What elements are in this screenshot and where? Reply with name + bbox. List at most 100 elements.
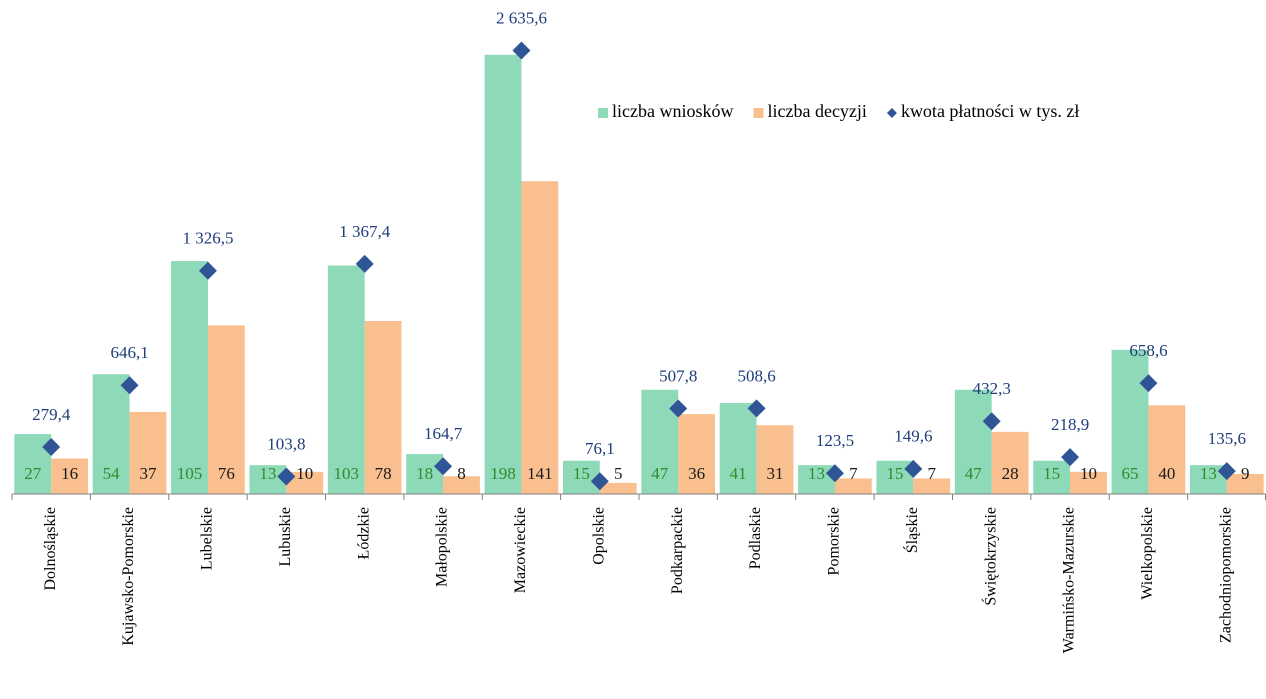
bar bbox=[14, 434, 52, 494]
bar bbox=[756, 425, 794, 494]
bar-value-label: 105 bbox=[177, 464, 203, 483]
bar bbox=[798, 465, 835, 494]
bar-value-label: 37 bbox=[139, 464, 157, 483]
marker-value-label: 507,8 bbox=[659, 366, 697, 385]
bar-value-label: 198 bbox=[490, 464, 516, 483]
bar-value-label: 9 bbox=[1241, 464, 1250, 483]
x-tick-label: Dolnośląskie bbox=[42, 507, 59, 591]
x-tick-label: Warmińsko-Mazurskie bbox=[1061, 507, 1078, 653]
bar-value-label: 10 bbox=[296, 464, 313, 483]
bar-value-label: 78 bbox=[375, 464, 392, 483]
bar bbox=[1070, 471, 1107, 494]
bar bbox=[1148, 405, 1186, 494]
bar-value-label: 41 bbox=[730, 464, 747, 483]
bar bbox=[129, 411, 167, 494]
diamond-marker bbox=[434, 457, 453, 476]
x-tick-label: Mazowieckie bbox=[512, 507, 529, 593]
marker-value-label: 1 326,5 bbox=[182, 229, 233, 248]
bar bbox=[1033, 460, 1071, 494]
bar-value-label: 7 bbox=[927, 464, 936, 483]
bar-value-label: 5 bbox=[614, 464, 623, 483]
bar-value-label: 15 bbox=[573, 464, 590, 483]
legend-swatch bbox=[753, 108, 764, 118]
marker-value-label: 149,6 bbox=[894, 427, 932, 446]
bar-value-label: 15 bbox=[886, 464, 903, 483]
bar-value-label: 15 bbox=[1043, 464, 1060, 483]
x-tick-label: Śląskie bbox=[902, 507, 921, 553]
bar bbox=[521, 181, 559, 494]
legend-label: liczba wniosków bbox=[612, 101, 733, 121]
bar-value-label: 13 bbox=[259, 464, 276, 483]
marker-value-label: 508,6 bbox=[737, 366, 775, 385]
diamond-marker bbox=[42, 437, 61, 456]
bar-value-label: 76 bbox=[218, 464, 235, 483]
marker-value-label: 432,3 bbox=[973, 379, 1011, 398]
bar bbox=[562, 460, 600, 494]
diamond-marker bbox=[355, 254, 374, 273]
bar bbox=[484, 54, 522, 495]
x-tick-label: Świętokrzyskie bbox=[980, 507, 999, 606]
diamond-marker bbox=[120, 376, 139, 395]
marker-value-label: 1 367,4 bbox=[339, 222, 391, 241]
diamond-marker bbox=[277, 467, 296, 486]
bar-value-label: 16 bbox=[61, 464, 78, 483]
marker-value-label: 646,1 bbox=[110, 343, 148, 362]
bar-value-label: 8 bbox=[457, 464, 466, 483]
x-tick-label: Małopolskie bbox=[434, 507, 451, 587]
bar-value-label: 54 bbox=[103, 464, 121, 483]
bar bbox=[364, 320, 402, 494]
bar-value-label: 10 bbox=[1080, 464, 1097, 483]
bar bbox=[207, 325, 245, 494]
marker-value-label: 658,6 bbox=[1129, 341, 1167, 360]
bar bbox=[719, 403, 757, 494]
bar bbox=[286, 471, 324, 494]
diamond-marker bbox=[1061, 448, 1080, 467]
bar-value-label: 36 bbox=[688, 464, 705, 483]
x-tick-label: Pomorskie bbox=[826, 507, 843, 575]
bar bbox=[171, 261, 208, 494]
legend-swatch bbox=[598, 108, 608, 118]
bar bbox=[913, 478, 951, 494]
marker-value-label: 2 635,6 bbox=[496, 8, 547, 27]
bar-value-label: 13 bbox=[808, 464, 825, 483]
legend-label: kwota płatności w tys. zł bbox=[901, 101, 1079, 121]
bar-value-label: 47 bbox=[651, 464, 669, 483]
x-tick-label: Zachodniopomorskie bbox=[1217, 507, 1234, 643]
diamond-marker bbox=[512, 41, 531, 60]
bar-value-label: 28 bbox=[1002, 464, 1019, 483]
x-tick-label: Lubuskie bbox=[277, 507, 294, 567]
x-tick-label: Podkarpackie bbox=[669, 507, 686, 594]
diamond-marker bbox=[825, 464, 844, 483]
diamond-marker bbox=[1139, 374, 1158, 393]
diamond-marker bbox=[669, 399, 688, 418]
marker-value-label: 135,6 bbox=[1208, 429, 1246, 448]
diamond-marker bbox=[590, 472, 609, 491]
x-tick-label: Lubelskie bbox=[199, 507, 216, 570]
x-tick-label: Opolskie bbox=[590, 507, 607, 565]
legend-swatch bbox=[886, 108, 897, 118]
diamond-marker bbox=[747, 399, 766, 418]
marker-value-label: 103,8 bbox=[267, 434, 305, 453]
bar-value-label: 13 bbox=[1200, 464, 1217, 483]
diamond-marker bbox=[982, 412, 1001, 431]
bar-value-label: 40 bbox=[1158, 464, 1175, 483]
bar bbox=[51, 458, 89, 494]
marker-value-label: 279,4 bbox=[32, 405, 71, 424]
bar-value-label: 103 bbox=[334, 464, 360, 483]
bar-value-label: 7 bbox=[849, 464, 858, 483]
marker-value-label: 218,9 bbox=[1051, 415, 1089, 434]
bar-value-label: 18 bbox=[416, 464, 433, 483]
legend-label: liczba decyzji bbox=[767, 101, 866, 121]
bar bbox=[1226, 474, 1264, 494]
bar bbox=[1111, 349, 1149, 494]
x-tick-label: Kujawsko-Pomorskie bbox=[120, 507, 137, 646]
marker-value-label: 123,5 bbox=[816, 431, 854, 450]
bar-value-label: 141 bbox=[527, 464, 553, 483]
diamond-marker bbox=[198, 261, 217, 280]
bar bbox=[249, 465, 287, 494]
bar-value-label: 31 bbox=[766, 464, 783, 483]
x-tick-label: Podlaskie bbox=[747, 507, 764, 569]
bar bbox=[92, 374, 130, 494]
marker-value-label: 76,1 bbox=[585, 439, 615, 458]
